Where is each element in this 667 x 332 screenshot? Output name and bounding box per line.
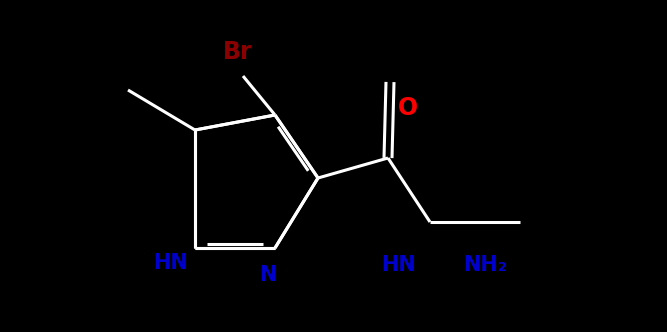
Text: N: N: [259, 265, 277, 285]
Text: HN: HN: [153, 253, 187, 273]
Text: NH₂: NH₂: [463, 255, 507, 275]
Text: HN: HN: [381, 255, 416, 275]
Text: Br: Br: [223, 40, 253, 64]
Text: O: O: [398, 96, 418, 120]
